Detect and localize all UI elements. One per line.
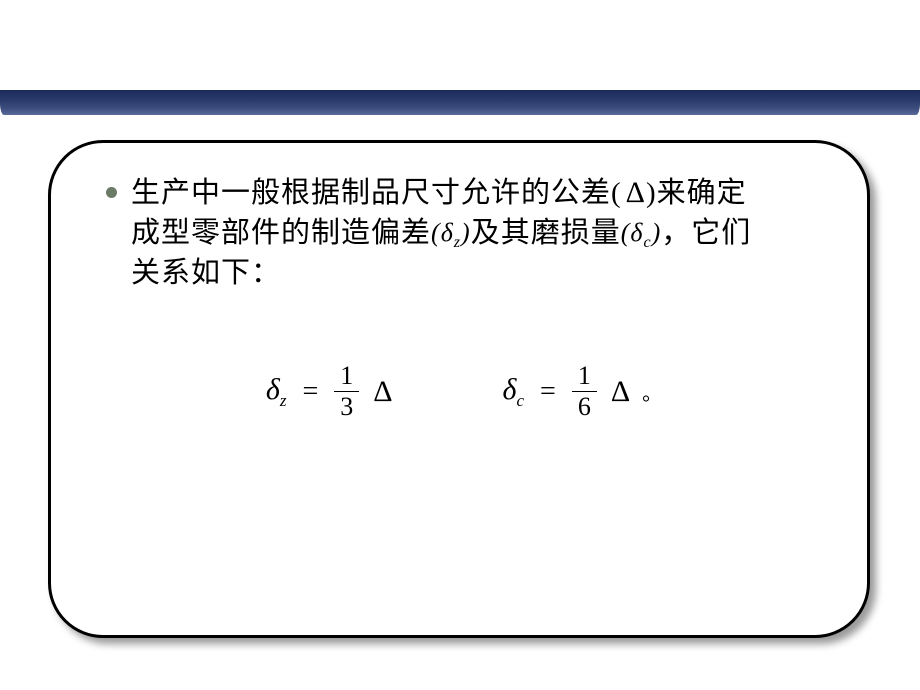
denominator: 3: [334, 392, 359, 420]
denominator: 6: [572, 392, 597, 420]
bullet-icon: [106, 187, 117, 198]
numerator: 1: [334, 363, 359, 391]
big-delta: Δ: [373, 375, 392, 409]
header-gradient-bar: [0, 90, 920, 115]
slide-header: [0, 0, 920, 115]
big-delta: Δ: [611, 375, 630, 409]
paren: ): [461, 218, 471, 247]
formula-var: δc: [503, 373, 525, 411]
formula-delta-c: δc = 1 6 Δ 。: [503, 363, 663, 420]
text-segment: 及其磨损量: [471, 217, 621, 249]
bullet-text: 生产中一般根据制品尺寸允许的公差(Δ)来确定 成型零部件的制造偏差(δz)及其磨…: [131, 173, 751, 293]
period: 。: [642, 377, 662, 406]
numerator: 1: [572, 363, 597, 391]
text-segment: )来确定: [646, 177, 747, 209]
equals-sign: =: [302, 376, 318, 408]
text-segment: 关系如下：: [131, 257, 281, 289]
text-segment: 生产中一般根据制品尺寸允许的公差(: [131, 177, 622, 209]
paren: (: [621, 218, 631, 247]
text-segment: ，它们: [661, 217, 751, 249]
fraction-one-sixth: 1 6: [572, 363, 597, 420]
bullet-item: 生产中一般根据制品尺寸允许的公差(Δ)来确定 成型零部件的制造偏差(δz)及其磨…: [106, 173, 822, 293]
delta-letter: δ: [503, 373, 517, 406]
formulas-row: δz = 1 3 Δ δc = 1 6: [106, 363, 822, 420]
text-segment: 成型零部件的制造偏差: [131, 217, 431, 249]
fraction-one-third: 1 3: [334, 363, 359, 420]
formula-delta-z: δz = 1 3 Δ: [266, 363, 393, 420]
equals-sign: =: [540, 376, 556, 408]
inline-delta-z: (δz): [431, 215, 471, 254]
delta-letter: δ: [266, 373, 280, 406]
subscript-c: c: [643, 235, 651, 252]
paren: ): [652, 218, 662, 247]
inline-delta-c: (δc): [621, 215, 662, 254]
content-frame: 生产中一般根据制品尺寸允许的公差(Δ)来确定 成型零部件的制造偏差(δz)及其磨…: [48, 140, 870, 638]
delta-symbol: Δ: [626, 176, 646, 209]
formula-var: δz: [266, 373, 287, 411]
paren: (: [431, 218, 441, 247]
delta-var: δ: [630, 218, 643, 247]
subscript-z: z: [454, 235, 461, 252]
subscript-c: c: [516, 391, 524, 410]
subscript-z: z: [280, 391, 287, 410]
delta-var: δ: [441, 218, 454, 247]
slide-frame: 生产中一般根据制品尺寸允许的公差(Δ)来确定 成型零部件的制造偏差(δz)及其磨…: [0, 0, 920, 690]
